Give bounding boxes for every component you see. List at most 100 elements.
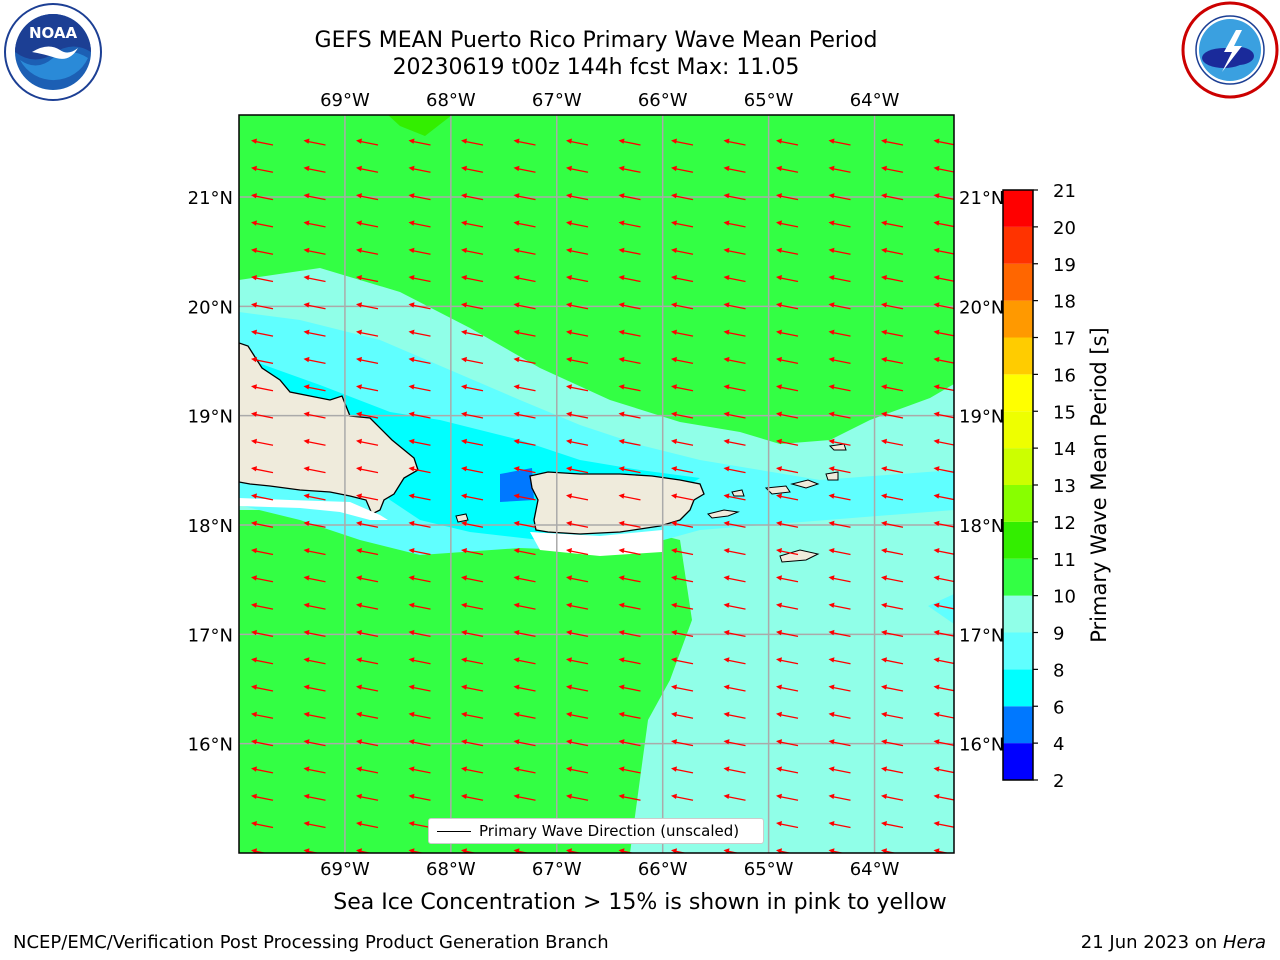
wave-arrow <box>828 629 851 638</box>
lon-label-top: 65°W <box>744 90 794 111</box>
wave-arrow <box>723 384 746 392</box>
colorbar-segment <box>1003 743 1033 780</box>
wave-arrow <box>461 520 484 528</box>
colorbar-segment <box>1003 263 1033 301</box>
wave-arrow <box>881 821 904 829</box>
wave-arrow <box>776 466 799 474</box>
wave-arrow <box>356 247 379 255</box>
wave-arrow <box>356 411 379 419</box>
wave-arrow <box>618 193 641 201</box>
wave-arrow <box>461 329 484 337</box>
wave-arrow <box>303 220 326 228</box>
wave-arrow <box>881 575 904 583</box>
wave-arrow <box>513 711 536 719</box>
period-9-10-southeast <box>600 500 954 853</box>
wave-arrow <box>461 493 484 501</box>
wave-arrow <box>251 629 274 638</box>
lat-label-right: 20°N <box>959 297 1004 318</box>
lon-label-bottom: 64°W <box>850 859 900 880</box>
culebra-island <box>731 489 745 497</box>
lon-label-bottom: 69°W <box>320 859 370 880</box>
wave-arrow <box>408 684 431 692</box>
wave-arrow <box>356 356 379 365</box>
wave-arrow <box>303 384 326 392</box>
wave-arrow <box>723 711 746 719</box>
wave-arrow <box>356 548 379 556</box>
wave-arrow <box>776 711 799 719</box>
colorbar-segment <box>1003 411 1033 449</box>
wave-arrow <box>461 356 484 365</box>
latitude-labels-right: 21°N 20°N 19°N 18°N 17°N 16°N <box>959 188 1004 756</box>
legend-line-sample <box>437 831 471 832</box>
wave-arrow <box>776 193 799 201</box>
lon-label-top: 69°W <box>320 90 370 111</box>
lat-label-left: 20°N <box>188 297 233 318</box>
wave-arrow <box>513 411 536 419</box>
wave-arrow <box>933 629 954 637</box>
wave-arrow <box>251 384 274 392</box>
wave-arrow <box>933 411 954 419</box>
colorbar-segment <box>1003 706 1033 744</box>
colorbar-segment <box>1003 226 1033 264</box>
lat-label-right: 18°N <box>959 516 1004 537</box>
wave-arrow <box>251 793 274 801</box>
wave-arrow <box>513 302 536 310</box>
colorbar-segment <box>1003 485 1033 522</box>
wave-arrow <box>303 684 326 692</box>
wave-arrow <box>461 793 484 801</box>
wave-arrow <box>303 275 326 283</box>
wave-arrow <box>303 466 326 474</box>
latitude-labels-left: 21°N 20°N 19°N 18°N 17°N 16°N <box>188 188 233 756</box>
wave-arrow <box>723 493 746 501</box>
lat-label-left: 21°N <box>188 188 233 209</box>
wave-arrow <box>618 629 641 638</box>
wave-arrow <box>408 520 431 528</box>
wave-arrow <box>671 193 694 201</box>
lat-label-right: 19°N <box>959 407 1004 428</box>
wave-arrow <box>408 356 431 365</box>
wave-arrow <box>251 657 274 665</box>
wave-arrow <box>933 247 954 255</box>
wave-arrow <box>671 520 694 528</box>
wave-arrow <box>723 793 746 801</box>
wave-arrow <box>303 356 326 365</box>
wave-arrow <box>776 411 799 419</box>
wave-arrow <box>303 520 326 528</box>
wave-arrow <box>828 247 851 255</box>
chart-subtitle: 20230619 t00z 144h fcst Max: 11.05 <box>392 55 800 80</box>
wave-arrow <box>881 438 904 446</box>
lon-label-bottom: 65°W <box>744 859 794 880</box>
map-frame <box>238 114 955 854</box>
wave-arrow <box>828 165 851 173</box>
wave-arrow <box>933 193 954 200</box>
wave-arrow <box>251 548 274 556</box>
wave-arrow <box>776 220 799 228</box>
lon-label-bottom: 68°W <box>426 859 476 880</box>
wave-arrow <box>881 493 904 501</box>
wave-arrow <box>828 657 851 665</box>
wave-arrow <box>723 329 746 337</box>
wave-arrow <box>933 466 954 473</box>
wave-arrow <box>776 165 799 173</box>
wave-arrow <box>513 766 536 774</box>
wave-arrow <box>461 684 484 692</box>
wave-arrow <box>408 766 431 774</box>
wave-arrow <box>776 493 799 501</box>
wave-arrow <box>828 602 851 610</box>
legend: Primary Wave Direction (unscaled) <box>428 818 764 844</box>
wave-arrow <box>933 766 954 774</box>
wave-arrow <box>513 220 536 228</box>
wave-arrow <box>933 793 954 801</box>
wave-arrow <box>303 657 326 665</box>
wave-arrow <box>881 520 904 528</box>
wave-arrow <box>303 711 326 719</box>
wave-arrow <box>251 275 274 283</box>
wave-arrow <box>933 165 954 173</box>
wave-arrow <box>566 220 589 228</box>
wave-arrow <box>356 275 379 283</box>
wave-arrow <box>461 247 484 255</box>
wave-arrow <box>356 302 379 310</box>
wave-arrow <box>671 575 694 583</box>
wave-arrow <box>251 711 274 719</box>
wave-arrow <box>408 275 431 283</box>
